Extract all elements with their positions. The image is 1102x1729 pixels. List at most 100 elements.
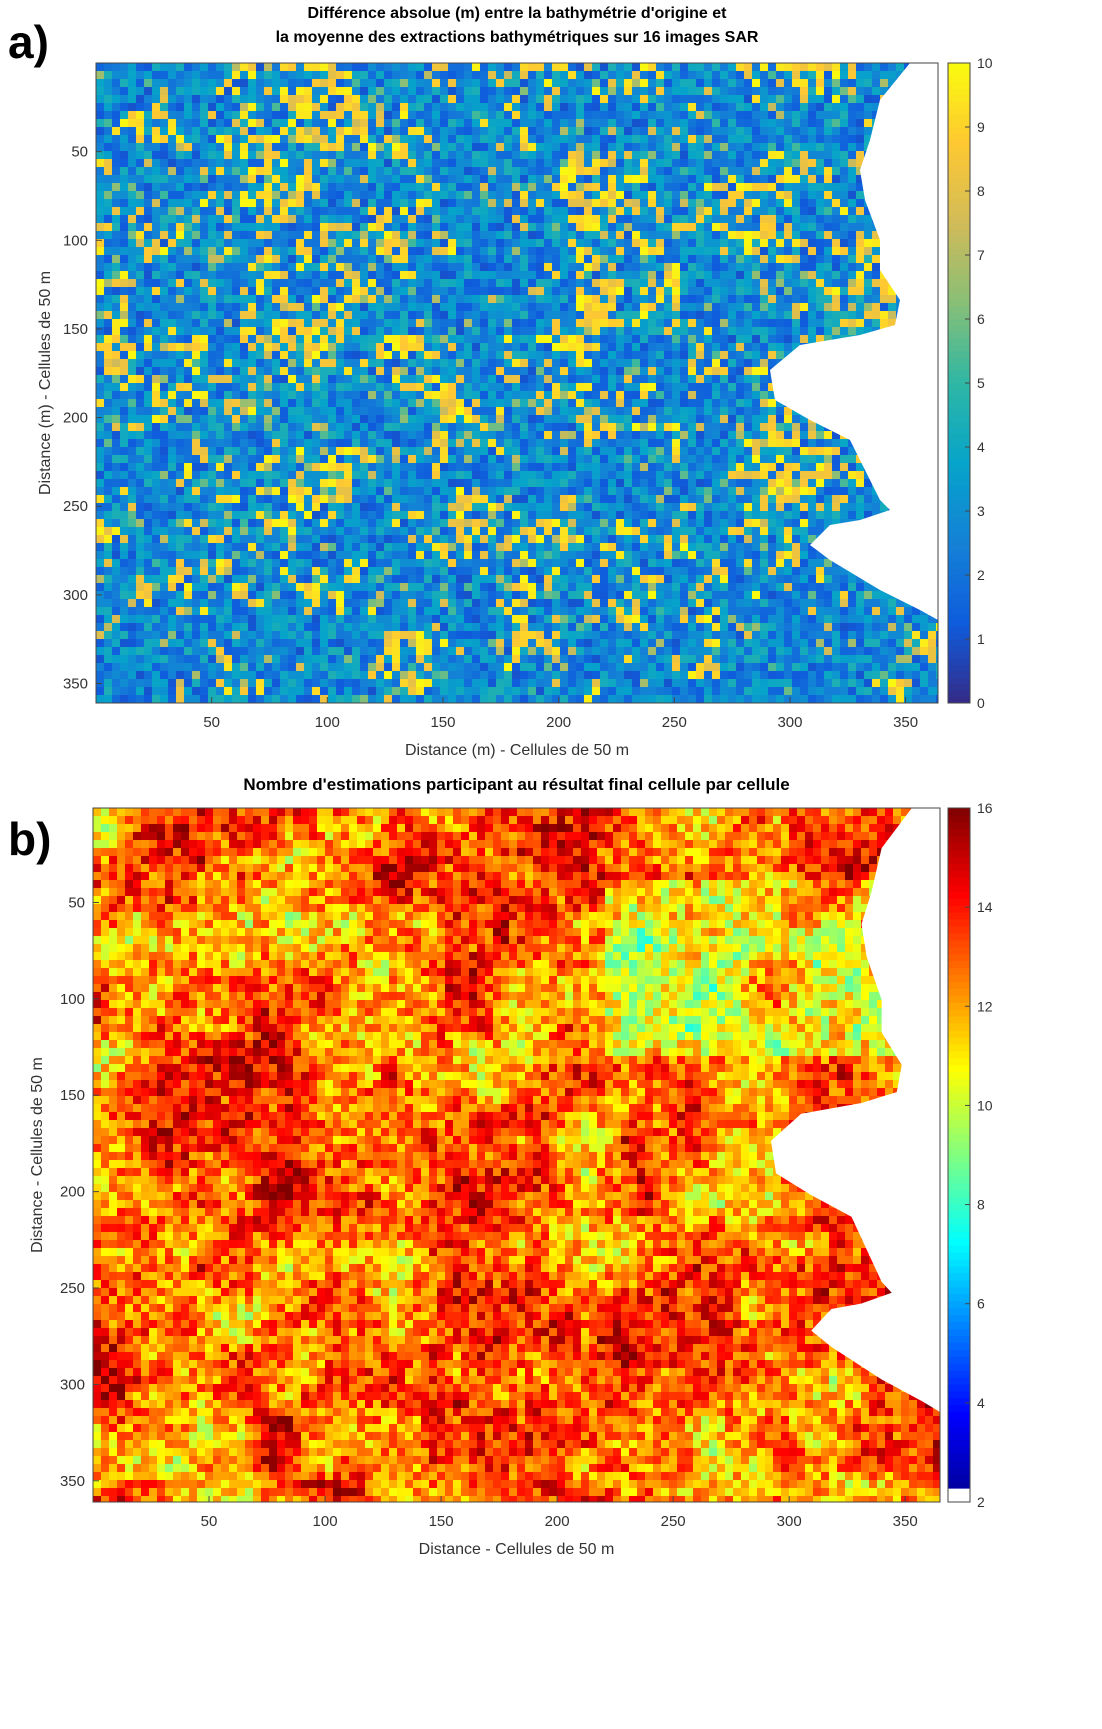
heatmap-cell (248, 119, 256, 127)
heatmap-cell (544, 303, 552, 311)
heatmap-cell (376, 239, 384, 247)
heatmap-cell (448, 215, 456, 223)
heatmap-cell (544, 375, 552, 383)
heatmap-cell (464, 255, 472, 263)
heatmap-cell (792, 415, 800, 423)
heatmap-cell (544, 391, 552, 399)
heatmap-cell (376, 79, 384, 87)
heatmap-cell (344, 71, 352, 79)
heatmap-cell (392, 103, 400, 111)
heatmap-cell (472, 87, 480, 95)
heatmap-cell (808, 303, 816, 311)
heatmap-cell (664, 127, 672, 135)
heatmap-cell (688, 279, 696, 287)
heatmap-cell (456, 71, 464, 79)
heatmap-cell (552, 239, 560, 247)
heatmap-cell (432, 287, 440, 295)
heatmap-cell (456, 247, 464, 255)
heatmap-cell (872, 311, 880, 319)
heatmap-cell (208, 79, 216, 87)
heatmap-cell (96, 367, 104, 375)
heatmap-cell (504, 423, 512, 431)
heatmap-cell (240, 303, 248, 311)
heatmap-cell (336, 223, 344, 231)
heatmap-cell (384, 63, 392, 71)
heatmap-cell (640, 87, 648, 95)
heatmap-cell (264, 87, 272, 95)
heatmap-cell (712, 367, 720, 375)
heatmap-cell (400, 303, 408, 311)
heatmap-cell (272, 367, 280, 375)
heatmap-cell (632, 287, 640, 295)
heatmap-cell (808, 239, 816, 247)
heatmap-cell (360, 407, 368, 415)
heatmap-cell (784, 415, 792, 423)
heatmap-cell (184, 271, 192, 279)
heatmap-cell (720, 399, 728, 407)
heatmap-cell (360, 167, 368, 175)
heatmap-cell (352, 151, 360, 159)
heatmap-cell (424, 255, 432, 263)
heatmap-cell (520, 359, 528, 367)
heatmap-cell (704, 223, 712, 231)
heatmap-cell (824, 183, 832, 191)
heatmap-cell (112, 183, 120, 191)
heatmap-cell (856, 63, 864, 71)
heatmap-cell (96, 375, 104, 383)
heatmap-cell (328, 263, 336, 271)
heatmap-cell (840, 327, 848, 335)
heatmap-cell (384, 215, 392, 223)
heatmap-cell (136, 287, 144, 295)
heatmap-cell (112, 327, 120, 335)
heatmap-cell (728, 143, 736, 151)
heatmap-cell (712, 279, 720, 287)
heatmap-cell (864, 207, 872, 215)
heatmap-cell (192, 127, 200, 135)
heatmap-cell (216, 103, 224, 111)
heatmap-cell (744, 263, 752, 271)
heatmap-cell (480, 231, 488, 239)
heatmap-cell (160, 255, 168, 263)
heatmap-cell (384, 159, 392, 167)
heatmap-cell (488, 287, 496, 295)
heatmap-cell (760, 79, 768, 87)
heatmap-cell (400, 103, 408, 111)
heatmap-cell (408, 407, 416, 415)
heatmap-cell (632, 191, 640, 199)
heatmap-cell (752, 391, 760, 399)
heatmap-cell (584, 183, 592, 191)
heatmap-cell (488, 127, 496, 135)
heatmap-cell (280, 423, 288, 431)
heatmap-cell (784, 231, 792, 239)
heatmap-cell (376, 151, 384, 159)
heatmap-cell (592, 143, 600, 151)
heatmap-cell (456, 263, 464, 271)
heatmap-cell (280, 327, 288, 335)
heatmap-cell (160, 119, 168, 127)
heatmap-cell (552, 127, 560, 135)
heatmap-cell (776, 303, 784, 311)
heatmap-cell (544, 359, 552, 367)
heatmap-cell (304, 223, 312, 231)
heatmap-cell (328, 87, 336, 95)
heatmap-cell (120, 343, 128, 351)
heatmap-cell (464, 263, 472, 271)
heatmap-cell (304, 231, 312, 239)
heatmap-cell (520, 327, 528, 335)
heatmap-cell (784, 247, 792, 255)
heatmap-cell (640, 127, 648, 135)
heatmap-cell (760, 415, 768, 423)
heatmap-cell (592, 343, 600, 351)
heatmap-cell (608, 167, 616, 175)
heatmap-cell (136, 415, 144, 423)
heatmap-cell (376, 399, 384, 407)
heatmap-cell (536, 207, 544, 215)
heatmap-cell (696, 191, 704, 199)
heatmap-cell (624, 223, 632, 231)
heatmap-cell (584, 327, 592, 335)
heatmap-cell (176, 279, 184, 287)
heatmap-cell (288, 175, 296, 183)
heatmap-cell (336, 351, 344, 359)
heatmap-cell (648, 119, 656, 127)
heatmap-cell (584, 359, 592, 367)
